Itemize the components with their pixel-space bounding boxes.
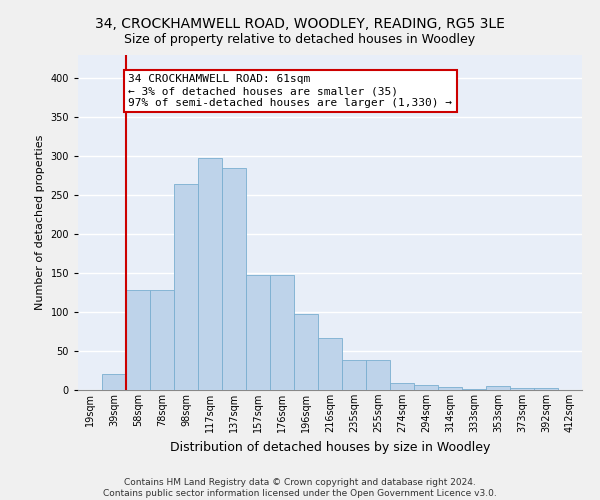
Bar xyxy=(126,290,150,390)
Bar xyxy=(510,388,534,390)
Y-axis label: Number of detached properties: Number of detached properties xyxy=(35,135,45,310)
Text: Size of property relative to detached houses in Woodley: Size of property relative to detached ho… xyxy=(124,32,476,46)
Bar xyxy=(438,387,462,390)
Bar xyxy=(534,388,558,390)
Bar xyxy=(270,276,294,390)
Bar xyxy=(318,338,342,390)
Bar xyxy=(102,374,126,390)
Bar xyxy=(294,314,318,390)
Bar xyxy=(246,276,270,390)
Text: Contains HM Land Registry data © Crown copyright and database right 2024.
Contai: Contains HM Land Registry data © Crown c… xyxy=(103,478,497,498)
Bar xyxy=(486,386,510,390)
Bar xyxy=(150,290,174,390)
X-axis label: Distribution of detached houses by size in Woodley: Distribution of detached houses by size … xyxy=(170,440,490,454)
Text: 34, CROCKHAMWELL ROAD, WOODLEY, READING, RG5 3LE: 34, CROCKHAMWELL ROAD, WOODLEY, READING,… xyxy=(95,18,505,32)
Bar xyxy=(366,360,390,390)
Bar xyxy=(342,360,366,390)
Bar xyxy=(462,389,486,390)
Bar xyxy=(222,168,246,390)
Bar xyxy=(174,184,198,390)
Bar xyxy=(198,158,222,390)
Bar xyxy=(414,386,438,390)
Text: 34 CROCKHAMWELL ROAD: 61sqm
← 3% of detached houses are smaller (35)
97% of semi: 34 CROCKHAMWELL ROAD: 61sqm ← 3% of deta… xyxy=(128,74,452,108)
Bar xyxy=(390,383,414,390)
